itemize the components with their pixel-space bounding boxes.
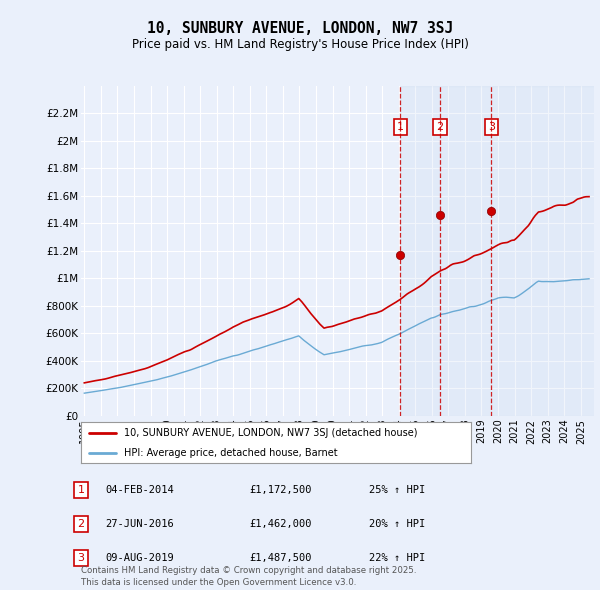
Text: 09-AUG-2019: 09-AUG-2019 xyxy=(105,553,174,563)
Text: 20% ↑ HPI: 20% ↑ HPI xyxy=(369,519,425,529)
Text: HPI: Average price, detached house, Barnet: HPI: Average price, detached house, Barn… xyxy=(124,448,338,458)
Text: 2: 2 xyxy=(77,519,85,529)
Text: 25% ↑ HPI: 25% ↑ HPI xyxy=(369,485,425,494)
Text: 1: 1 xyxy=(397,122,404,132)
Text: 2: 2 xyxy=(436,122,443,132)
Text: £1,462,000: £1,462,000 xyxy=(249,519,311,529)
Text: 10, SUNBURY AVENUE, LONDON, NW7 3SJ: 10, SUNBURY AVENUE, LONDON, NW7 3SJ xyxy=(147,21,453,35)
Text: £1,487,500: £1,487,500 xyxy=(249,553,311,563)
Text: 22% ↑ HPI: 22% ↑ HPI xyxy=(369,553,425,563)
Text: Price paid vs. HM Land Registry's House Price Index (HPI): Price paid vs. HM Land Registry's House … xyxy=(131,38,469,51)
Text: 3: 3 xyxy=(77,553,85,563)
Text: 27-JUN-2016: 27-JUN-2016 xyxy=(105,519,174,529)
Text: 1: 1 xyxy=(77,485,85,494)
Text: 3: 3 xyxy=(488,122,495,132)
Text: 04-FEB-2014: 04-FEB-2014 xyxy=(105,485,174,494)
Text: Contains HM Land Registry data © Crown copyright and database right 2025.
This d: Contains HM Land Registry data © Crown c… xyxy=(81,566,416,587)
Text: 10, SUNBURY AVENUE, LONDON, NW7 3SJ (detached house): 10, SUNBURY AVENUE, LONDON, NW7 3SJ (det… xyxy=(124,428,418,438)
Text: £1,172,500: £1,172,500 xyxy=(249,485,311,494)
Bar xyxy=(400,86,600,416)
